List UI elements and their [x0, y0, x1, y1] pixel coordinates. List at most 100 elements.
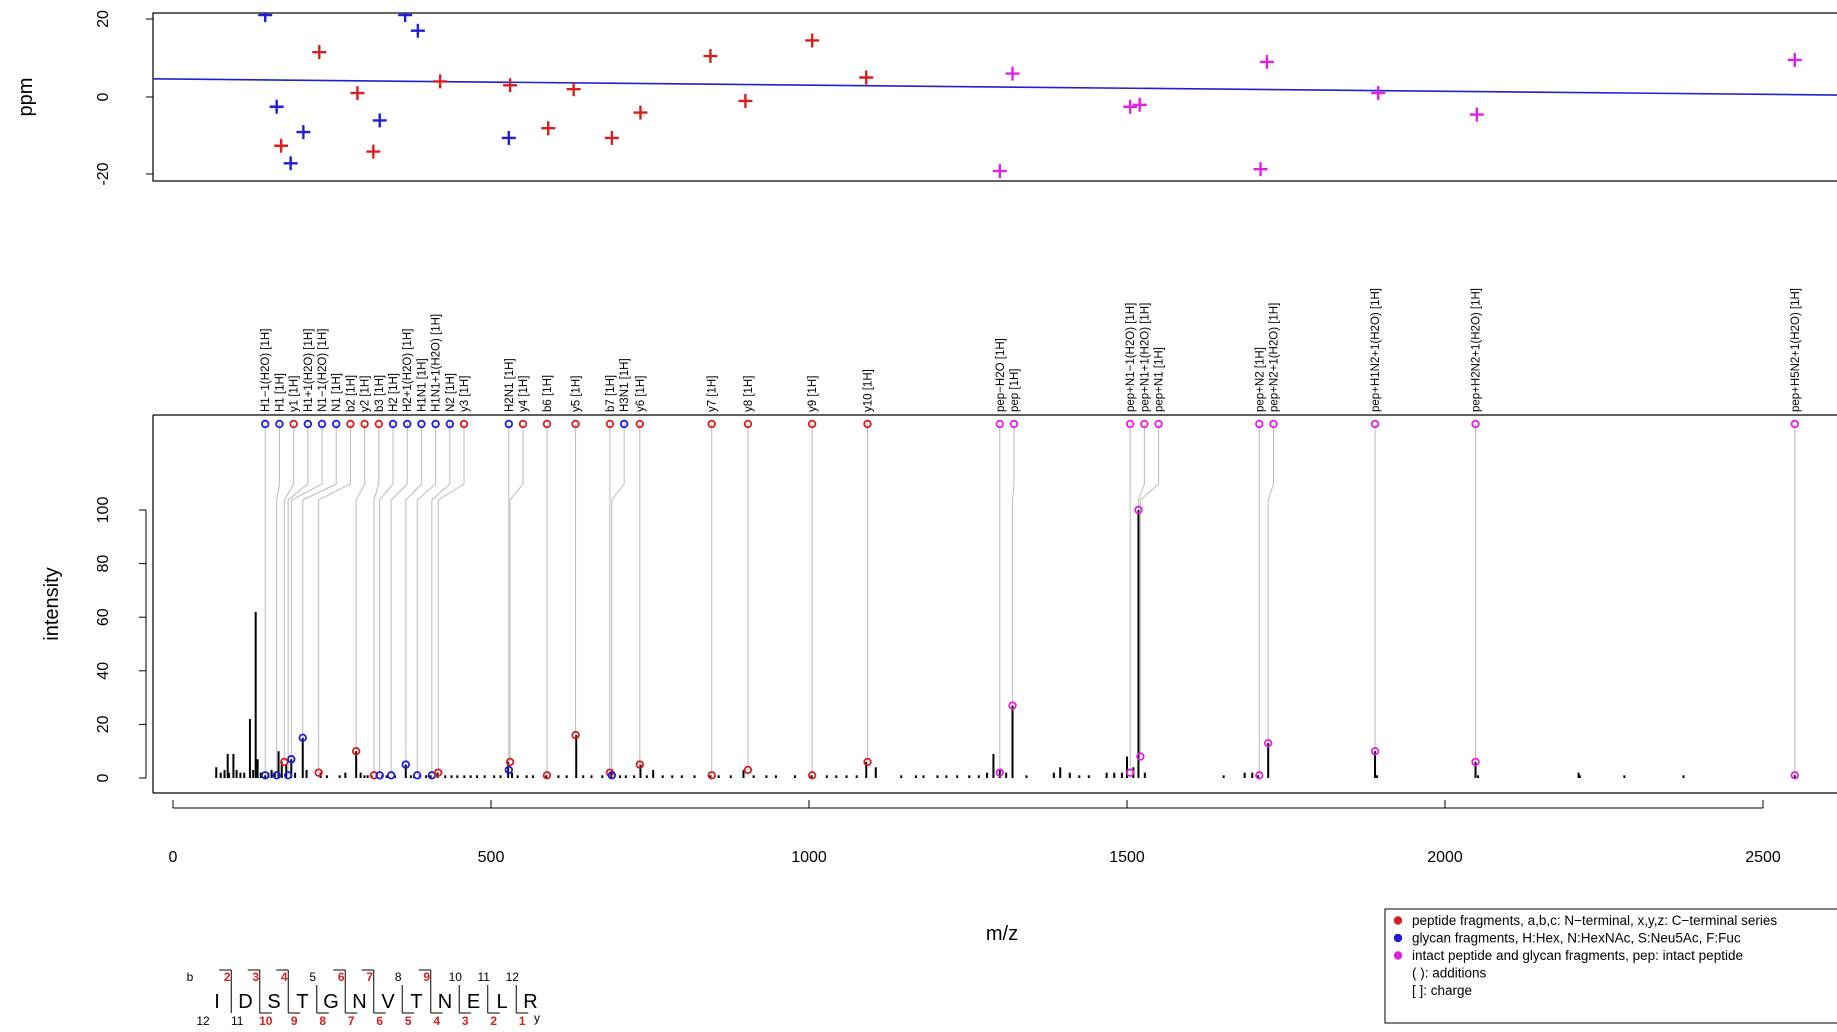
ppm-point-peptide-1 [312, 45, 327, 60]
b-number-5: 7 [366, 970, 373, 984]
ppm-point-intact-1 [1005, 66, 1020, 81]
annotation-label-24: y9 [1H] [807, 376, 819, 412]
top-marker-7 [360, 419, 369, 429]
top-marker-21 [635, 419, 645, 429]
top-marker-34 [1471, 419, 1480, 429]
intensity-tick-label-3: 60 [95, 608, 112, 626]
peak-marker-3 [283, 771, 293, 780]
annotation-top-markers [261, 419, 1799, 429]
legend-swatch-1 [1393, 933, 1403, 943]
top-marker-33 [1370, 419, 1380, 429]
peak-marker-16 [505, 757, 515, 767]
ppm-points [258, 13, 1802, 179]
top-marker-32 [1269, 419, 1278, 429]
ppm-point-peptide-3 [366, 144, 381, 159]
connector-29 [1139, 424, 1160, 757]
peak-marker-22 [707, 771, 716, 780]
top-marker-19 [605, 419, 615, 429]
peak-marker-21 [635, 760, 645, 769]
annotation-label-11: H1N1 [1H] [416, 358, 428, 412]
ppm-point-peptide-2 [350, 86, 365, 101]
annotation-label-12: H1N1+1(H2O) [1H] [431, 314, 443, 412]
annotation-label-30: pep+N1+1(H2O) [1H] [1139, 303, 1151, 412]
b-series-label: b [187, 970, 194, 984]
y-number-11: 1 [519, 1014, 526, 1027]
ppm-point-intact-8 [1787, 52, 1802, 67]
connector-4 [290, 424, 323, 760]
intensity-axis-label: intensity [41, 567, 63, 640]
mz-tick-label-1: 500 [478, 849, 505, 866]
legend-item-3: ( ): additions [1412, 966, 1487, 981]
top-marker-3 [303, 419, 313, 429]
top-marker-35 [1790, 419, 1799, 429]
legend-item-4: [ ]: charge [1412, 983, 1472, 998]
ppm-point-peptide-13 [859, 70, 874, 85]
y-number-1: 11 [231, 1014, 244, 1027]
ppm-point-intact-7 [1469, 107, 1484, 122]
b-number-0: 2 [224, 970, 231, 984]
b-number-2: 4 [281, 970, 288, 984]
ppm-point-intact-6 [1371, 86, 1386, 101]
connector-9 [379, 424, 394, 776]
ppm-tick-label-neg20: -20 [95, 162, 112, 185]
annotation-label-20: H3N1 [1H] [619, 358, 631, 412]
residue-6: V [381, 991, 395, 1013]
connector-11 [405, 424, 422, 765]
annotation-label-25: y10 [1H] [863, 369, 875, 412]
annotation-label-27: pep [1H] [1009, 369, 1021, 412]
residue-9: E [467, 991, 480, 1013]
ppm-point-intact-4 [1253, 162, 1268, 177]
b-number-6: 8 [395, 970, 402, 984]
b-number-7: 9 [423, 970, 430, 984]
annotation-label-7: y2 [1H] [360, 376, 372, 412]
top-marker-23 [743, 419, 753, 429]
peak-marker-18 [571, 730, 580, 740]
intensity-tick-label-1: 20 [95, 715, 112, 733]
mz-axis-label: m/z [986, 923, 1018, 945]
legend-item-1: glycan fragments, H:Hex, N:HexNAc, S:Neu… [1412, 931, 1741, 946]
ppm-point-intact-5 [1259, 54, 1274, 69]
peak-marker-4 [287, 755, 296, 764]
annotation-label-6: b2 [1H] [345, 375, 357, 412]
peak-marker-2 [280, 757, 289, 767]
peak-marker-7 [351, 747, 361, 756]
annotation-label-23: y8 [1H] [743, 376, 755, 412]
residue-8: N [438, 991, 452, 1013]
annotation-label-33: pep+H1N2+1(H2O) [1H] [1370, 288, 1382, 412]
peak-marker-15 [504, 765, 514, 775]
peak-marker-28 [1125, 768, 1135, 777]
annotation-connectors [264, 424, 1796, 776]
connector-7 [355, 424, 366, 752]
peak-marker-27 [1008, 701, 1017, 710]
y-series-label: y [534, 1011, 540, 1025]
b-number-8: 10 [449, 970, 463, 984]
ppm-point-peptide-10 [703, 49, 718, 64]
connector-14 [437, 424, 465, 773]
y-number-8: 4 [433, 1014, 440, 1027]
annotation-label-26: pep−H2O [1H] [995, 338, 1007, 412]
peak-marker-34 [1471, 757, 1480, 767]
ppm-point-peptide-8 [604, 130, 619, 145]
legend-swatch-0 [1393, 916, 1403, 925]
annotation-label-19: b7 [1H] [605, 375, 617, 412]
peak-marker-32 [1263, 738, 1273, 748]
ppm-point-glycan-6 [410, 23, 425, 38]
ppm-tick-label-0: 0 [95, 92, 112, 101]
annotation-label-22: y7 [1H] [707, 376, 719, 412]
peak-marker-5 [298, 733, 307, 742]
top-marker-6 [346, 419, 355, 429]
annotated-peak-markers [261, 505, 1799, 780]
connector-5 [302, 424, 337, 738]
connector-8 [373, 424, 380, 776]
top-marker-0 [261, 419, 270, 429]
peak-marker-25 [863, 757, 872, 767]
ppm-tick-label-20: 20 [95, 10, 112, 28]
annotation-label-2: y1 [1H] [289, 376, 301, 412]
ppm-point-glycan-7 [501, 130, 516, 145]
mz-tick-label-3: 1500 [1109, 849, 1145, 866]
annotation-label-31: pep+N2 [1H] [1254, 347, 1266, 412]
connector-13 [431, 424, 451, 776]
top-marker-27 [1009, 419, 1019, 429]
ppm-point-glycan-1 [269, 99, 284, 114]
